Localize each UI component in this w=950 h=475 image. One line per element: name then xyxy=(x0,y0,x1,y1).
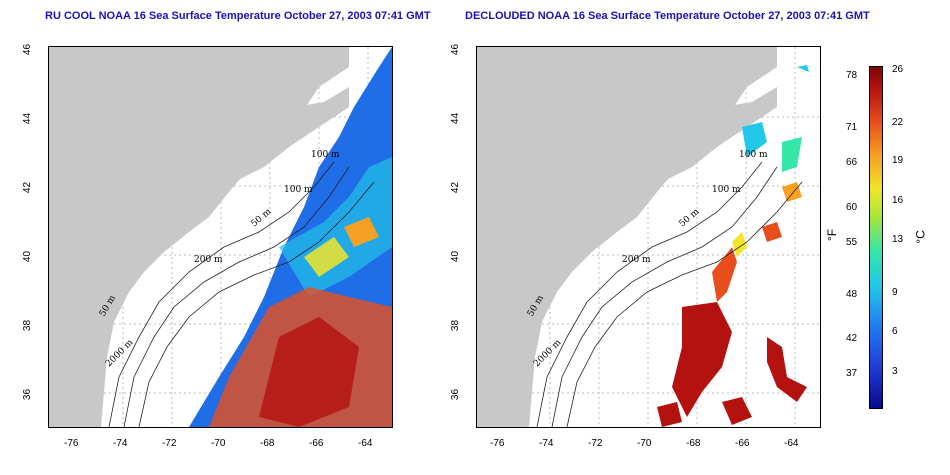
lat-tick-label: 36 xyxy=(22,388,34,401)
colorbar-f-label: 78 xyxy=(846,70,858,81)
right-sst-map: 100 m 100 m 50 m 200 m 50 m 2000 m xyxy=(477,47,820,427)
lon-tick-label: -72 xyxy=(162,438,177,449)
colorbar-c-label: 16 xyxy=(892,195,904,206)
colorbar-c-label: 3 xyxy=(892,366,898,377)
right-map-title: DECLOUDED NOAA 16 Sea Surface Temperatur… xyxy=(465,10,870,22)
lat-tick-label: 46 xyxy=(22,43,34,56)
lat-tick-label: 42 xyxy=(22,181,34,194)
lon-tick-label: -74 xyxy=(539,438,554,449)
left-sst-map: 100 m 100 m 50 m 200 m 50 m 2000 m xyxy=(49,47,392,427)
lat-tick-label: 46 xyxy=(450,43,462,56)
lon-tick-label: -68 xyxy=(686,438,701,449)
colorbar-unit-fahrenheit: °F xyxy=(825,228,840,242)
colorbar-c-label: 6 xyxy=(892,326,898,337)
contour-label: 100 m xyxy=(739,150,768,160)
colorbar-f-label: 48 xyxy=(846,289,858,300)
lon-tick-label: -68 xyxy=(260,438,275,449)
contour-label: 200 m xyxy=(194,255,223,265)
lat-tick-label: 38 xyxy=(22,319,34,332)
lat-tick-label: 38 xyxy=(450,319,462,332)
lat-tick-label: 36 xyxy=(450,388,462,401)
right-map-panel: 100 m 100 m 50 m 200 m 50 m 2000 m xyxy=(476,46,821,428)
left-map-title: RU COOL NOAA 16 Sea Surface Temperature … xyxy=(45,10,431,22)
lat-tick-label: 40 xyxy=(22,250,34,263)
colorbar-c-label: 19 xyxy=(892,155,904,166)
lat-tick-label: 42 xyxy=(450,181,462,194)
lon-tick-label: -70 xyxy=(211,438,226,449)
colorbar-c-label: 22 xyxy=(892,117,904,128)
colorbar-f-label: 55 xyxy=(846,237,858,248)
contour-label: 200 m xyxy=(622,255,651,265)
lon-tick-label: -64 xyxy=(358,438,373,449)
lon-tick-label: -74 xyxy=(113,438,128,449)
contour-label: 100 m xyxy=(712,185,741,195)
colorbar-f-label: 37 xyxy=(846,368,858,379)
lon-tick-label: -66 xyxy=(309,438,324,449)
temperature-colorbar xyxy=(869,66,883,409)
lat-tick-label: 44 xyxy=(450,112,462,125)
colorbar-unit-celsius: °C xyxy=(913,230,928,244)
lon-tick-label: -72 xyxy=(588,438,603,449)
colorbar-c-label: 9 xyxy=(892,287,898,298)
colorbar-f-label: 71 xyxy=(846,122,858,133)
colorbar-c-label: 26 xyxy=(892,64,904,75)
contour-label: 50 m xyxy=(678,207,702,230)
lon-tick-label: -76 xyxy=(64,438,79,449)
lon-tick-label: -76 xyxy=(490,438,505,449)
colorbar-f-label: 66 xyxy=(846,157,858,168)
colorbar-f-label: 60 xyxy=(846,202,858,213)
lat-tick-label: 40 xyxy=(450,250,462,263)
sst-patches xyxy=(657,65,809,427)
lon-tick-label: -70 xyxy=(637,438,652,449)
lon-tick-label: -64 xyxy=(784,438,799,449)
contour-label: 100 m xyxy=(311,150,340,160)
colorbar-f-label: 42 xyxy=(846,333,858,344)
contour-label: 100 m xyxy=(284,185,313,195)
land-mass xyxy=(477,47,777,427)
left-map-panel: 100 m 100 m 50 m 200 m 50 m 2000 m xyxy=(48,46,393,428)
colorbar-c-label: 13 xyxy=(892,234,904,245)
lat-tick-label: 44 xyxy=(22,112,34,125)
lon-tick-label: -66 xyxy=(735,438,750,449)
